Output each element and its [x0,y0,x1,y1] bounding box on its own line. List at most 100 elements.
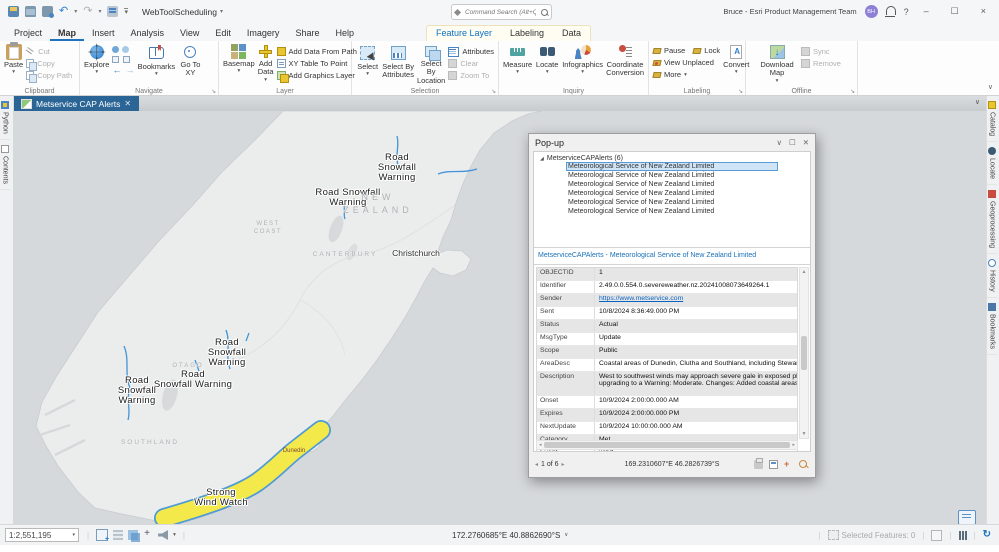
layout-status-icon[interactable] [931,529,943,541]
dock-tab-bookmarks[interactable]: Bookmarks [987,298,997,356]
add-graphics-layer-button[interactable]: Add Graphics Layer [276,70,357,83]
full-extent-icon[interactable] [112,46,120,53]
script-tool-icon[interactable] [107,6,119,17]
scroll-down-icon[interactable]: ▼ [801,431,807,437]
save-as-icon[interactable] [42,6,54,18]
measure-button[interactable]: Measure ▾ [503,43,532,75]
zoom-to-selection-button[interactable]: Zoom To [448,70,494,81]
fixed-zoom-icon[interactable] [122,46,130,53]
tab-labeling[interactable]: Labeling [510,28,545,38]
xy-table-to-point-button[interactable]: XY Table To Point [276,58,357,69]
speaker-caret-icon[interactable]: ▾ [173,532,176,538]
scroll-up-icon[interactable]: ▲ [801,269,807,275]
redo-button[interactable]: ↷ [83,5,93,17]
pause-labeling-button[interactable]: Pause [652,45,685,56]
clear-selection-button[interactable]: Clear [448,58,494,69]
snapping-icon[interactable] [96,529,109,543]
copy-button[interactable]: Copy [26,58,72,71]
remove-button[interactable]: Remove [801,58,841,69]
convert-labels-button[interactable]: Convert ▾ [723,43,749,75]
flicker-icon[interactable] [128,530,141,542]
refresh-drawing-icon[interactable]: ↻ [982,529,991,540]
popup-layer-group[interactable]: ◢ MetserviceCAPAlerts (6) [540,155,623,162]
zoom-to-feature-icon[interactable] [799,460,807,468]
view-list-chevron-icon[interactable]: ∨ [974,99,980,106]
popup-close-icon[interactable]: ✕ [802,138,809,147]
map-notification-icon[interactable] [958,510,976,524]
tab-insert[interactable]: Insert [92,28,115,38]
popup-horizontal-scrollbar[interactable]: ◂ ▸ [536,440,798,450]
labeling-launcher-icon[interactable]: ↘ [737,89,743,95]
popup-feature-item[interactable]: Meteorological Service of New Zealand Li… [568,172,715,179]
popup-feature-item-selected[interactable]: Meteorological Service of New Zealand Li… [566,162,778,171]
tab-imagery[interactable]: Imagery [246,28,280,38]
basemap-button[interactable]: Basemap ▾ [223,43,255,74]
select-by-attributes-button[interactable]: Select By Attributes [382,43,414,80]
redo-caret-icon[interactable]: ▾ [98,9,102,15]
search-input[interactable] [463,7,538,17]
tree-expander-icon[interactable]: ◢ [540,155,544,162]
dock-tab-history[interactable]: History [987,254,997,299]
help-icon[interactable]: ? [903,6,909,17]
popup-header[interactable]: Pop-up ∨ ☐ ✕ [529,134,815,151]
maximize-button[interactable]: ☐ [950,6,959,16]
drawing-status-bars-icon[interactable] [958,530,967,540]
popup-feature-item[interactable]: Meteorological Service of New Zealand Li… [568,181,715,188]
avatar[interactable]: BH [864,5,878,18]
more-labeling-button[interactable]: More ▾ [652,69,720,80]
sync-button[interactable]: Sync [801,46,841,57]
layer-visibility-icon[interactable] [113,530,124,540]
select-by-location-button[interactable]: Select By Location [417,43,445,85]
popup-vertical-scrollbar[interactable]: ▲ ▼ [799,267,809,439]
user-name[interactable]: Bruce - Esri Product Management Team [723,7,857,16]
offline-launcher-icon[interactable]: ↘ [849,89,855,95]
popup-maximize-icon[interactable]: ☐ [788,138,796,147]
add-data-from-path-button[interactable]: Add Data From Path [276,46,357,57]
map-view-tab[interactable]: Metservice CAP Alerts ✕ [13,96,140,111]
infographics-button[interactable]: Infographics ▾ [562,43,603,75]
popup-feature-item[interactable]: Meteorological Service of New Zealand Li… [568,208,715,215]
flash-feature-icon[interactable]: + [784,458,790,469]
tab-analysis[interactable]: Analysis [130,28,165,38]
next-record-icon[interactable]: ▸ [561,461,565,468]
tab-feature-layer[interactable]: Feature Layer [435,28,493,38]
view-unplaced-button[interactable]: View Unplaced [652,57,720,68]
add-data-button[interactable]: Add Data ▾ [258,43,274,82]
tab-project[interactable]: Project [14,28,43,38]
map-view[interactable]: Road Snowfall Warning Road Snowfall Warn… [13,111,986,524]
dock-tab-locate[interactable]: Locate [987,142,997,186]
command-search[interactable] [451,4,552,20]
navigate-launcher-icon[interactable]: ↘ [210,89,216,95]
scroll-right-icon[interactable]: ▸ [792,442,795,448]
map-coordinates-readout[interactable]: 172.2760685°E 40.8862690°S ∨ [452,531,568,540]
explore-button[interactable]: Explore ▾ [84,43,109,75]
undo-button[interactable]: ↶ [59,5,69,17]
tab-help[interactable]: Help [335,28,354,38]
dock-tab-contents[interactable]: Contents [0,140,10,190]
customize-quick-access-icon[interactable]: ▾ [124,7,128,16]
speaker-icon[interactable] [158,530,169,540]
popup-menu-chevron-icon[interactable]: ∨ [776,138,782,147]
next-extent-icon[interactable]: → [125,65,135,75]
tab-edit[interactable]: Edit [215,28,231,38]
cut-button[interactable]: Cut [26,46,72,57]
save-icon[interactable] [8,6,19,17]
select-button[interactable]: Select ▾ [356,43,379,77]
bookmarks-button[interactable]: Bookmarks ▾ [137,43,175,77]
selection-launcher-icon[interactable]: ↘ [490,89,496,95]
close-button[interactable]: × [980,6,986,16]
scroll-thumb[interactable] [801,336,807,370]
notifications-bell-icon[interactable] [884,6,896,17]
dock-tab-geoprocessing[interactable]: Geoprocessing [987,185,997,255]
popup-feature-item[interactable]: Meteorological Service of New Zealand Li… [568,199,715,206]
tab-view[interactable]: View [180,28,200,38]
download-map-button[interactable]: Download Map ▾ [756,43,798,83]
locate-button[interactable]: Locate ▾ [535,43,559,75]
tab-share[interactable]: Share [295,28,320,38]
popup-feature-item[interactable]: Meteorological Service of New Zealand Li… [568,190,715,197]
minimize-button[interactable]: – [923,6,929,16]
close-view-icon[interactable]: ✕ [124,99,132,108]
print-icon[interactable] [754,457,763,469]
lock-labels-button[interactable]: Lock [692,45,720,56]
go-to-xy-button[interactable]: Go To XY [178,43,202,78]
